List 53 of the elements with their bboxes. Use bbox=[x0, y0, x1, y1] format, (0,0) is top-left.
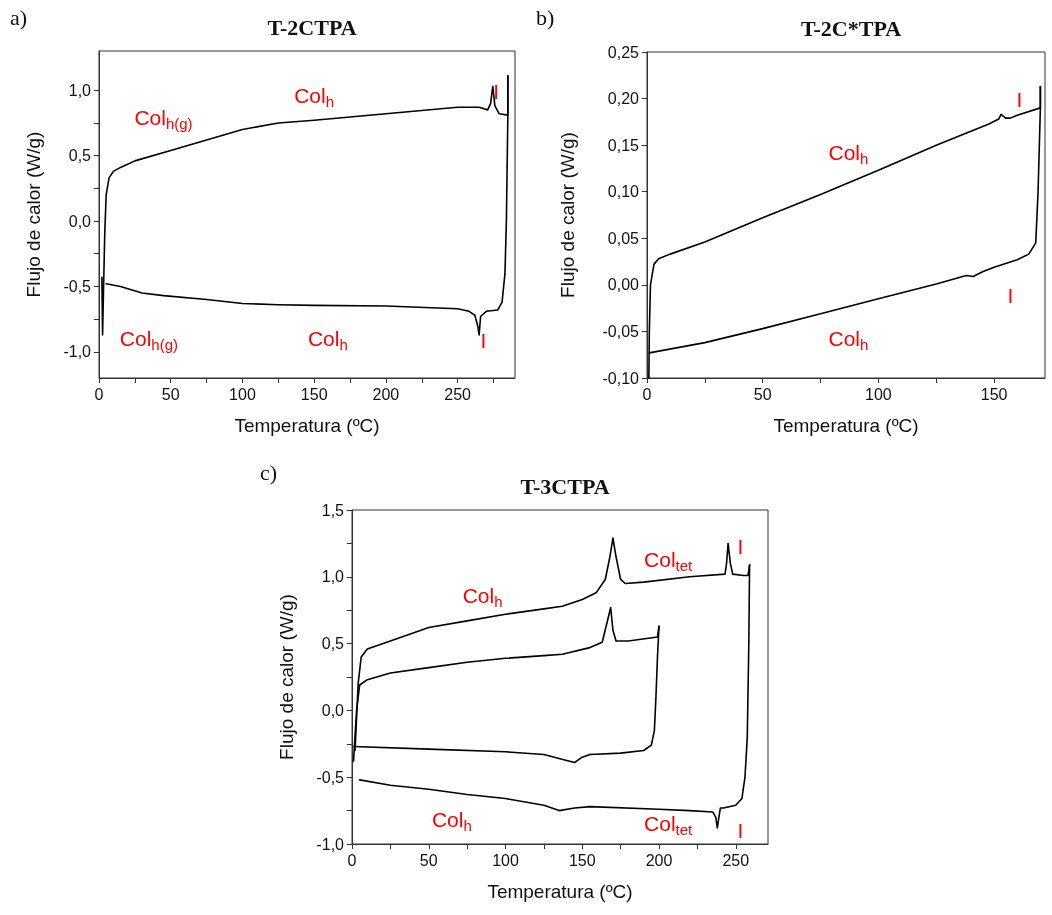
y-tick-label: -1,0 bbox=[316, 835, 345, 853]
x-tick-label: 50 bbox=[419, 851, 438, 869]
annotation: I bbox=[1016, 88, 1023, 112]
x-tick-label: 250 bbox=[722, 851, 750, 869]
y-tick-label: 0,5 bbox=[321, 635, 345, 653]
annotation: I bbox=[493, 79, 500, 103]
x-tick-label: 100 bbox=[492, 851, 519, 869]
y-tick-label: 0,05 bbox=[607, 229, 640, 247]
y-tick-label: -0,5 bbox=[316, 768, 345, 786]
text: b) bbox=[536, 4, 555, 30]
chart-title: T-2C*TPA bbox=[800, 15, 902, 41]
x-tick-label: 150 bbox=[568, 851, 596, 869]
x-tick-label: 250 bbox=[444, 385, 472, 403]
x-tick-label: 0 bbox=[94, 385, 104, 403]
y-tick-label: 0,0 bbox=[321, 701, 345, 719]
annotation: I bbox=[737, 819, 744, 843]
annotation: I bbox=[480, 329, 487, 353]
annotation: I bbox=[1007, 283, 1014, 307]
x-tick-label: 50 bbox=[753, 385, 772, 403]
y-tick-label: 0,10 bbox=[607, 183, 640, 201]
x-tick-label: 50 bbox=[161, 385, 180, 403]
y-tick-label: 0,15 bbox=[607, 136, 640, 154]
x-axis-title: Temperatura (ºC) bbox=[773, 415, 919, 436]
y-tick-label: -0,05 bbox=[602, 322, 640, 340]
annotation: I bbox=[737, 534, 744, 558]
y-tick-label: 0,20 bbox=[607, 90, 640, 108]
x-tick-label: 150 bbox=[980, 385, 1008, 403]
x-axis-title: Temperatura (ºC) bbox=[487, 881, 633, 902]
y-tick-label: 1,0 bbox=[321, 568, 345, 586]
x-tick-label: 200 bbox=[372, 385, 400, 403]
y-axis-title: Flujo de calor (W/g) bbox=[276, 594, 297, 760]
y-tick-label: 1,5 bbox=[321, 501, 345, 519]
y-tick-label: -1,0 bbox=[63, 343, 92, 361]
y-axis-title: Flujo de calor (W/g) bbox=[23, 131, 44, 298]
x-tick-label: 200 bbox=[645, 851, 673, 869]
y-tick-label: 0,0 bbox=[68, 212, 92, 230]
x-tick-label: 150 bbox=[300, 385, 328, 403]
chart-title: T-2CTPA bbox=[267, 14, 357, 40]
x-tick-label: 0 bbox=[347, 851, 357, 869]
x-axis-title: Temperatura (ºC) bbox=[234, 415, 380, 436]
x-tick-label: 100 bbox=[865, 385, 892, 403]
y-tick-label: -0,5 bbox=[63, 277, 92, 295]
y-axis-title: Flujo de calor (W/g) bbox=[557, 132, 578, 298]
y-tick-label: 0,00 bbox=[607, 276, 640, 294]
x-tick-label: 100 bbox=[229, 385, 256, 403]
y-tick-label: -0,10 bbox=[602, 369, 640, 387]
chart-title: T-3CTPA bbox=[520, 473, 610, 499]
text: a) bbox=[10, 4, 28, 30]
y-tick-label: 0,5 bbox=[68, 147, 92, 165]
text: c) bbox=[260, 459, 278, 485]
y-tick-label: 1,0 bbox=[68, 81, 92, 99]
x-tick-label: 0 bbox=[642, 385, 652, 403]
y-tick-label: 0,25 bbox=[607, 43, 640, 61]
